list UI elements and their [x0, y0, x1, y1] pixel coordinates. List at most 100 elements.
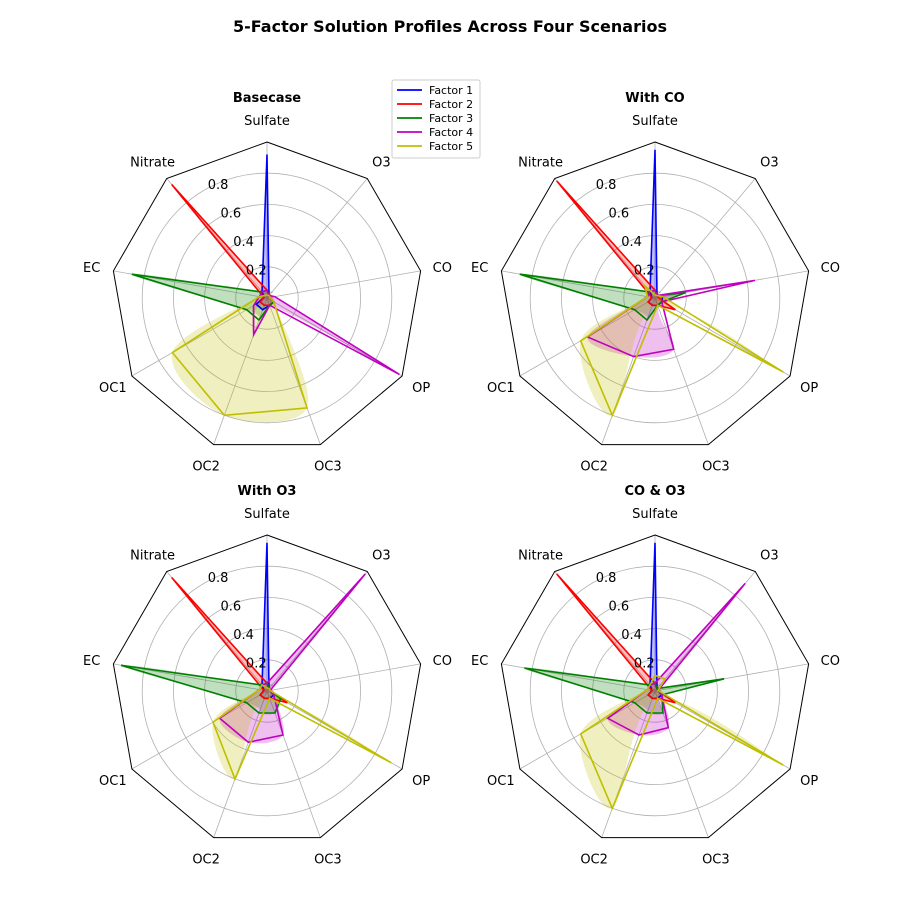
legend-label-factor-2: Factor 2 [429, 98, 473, 111]
category-label-nitrate: Nitrate [518, 549, 563, 564]
category-label-oc1: OC1 [487, 774, 515, 789]
category-label-co: CO [821, 261, 840, 276]
radial-tick-label: 0.4 [621, 235, 642, 250]
legend-label-factor-5: Factor 5 [429, 140, 473, 153]
radar-frame [112, 141, 422, 446]
radial-tick-label: 0.8 [208, 178, 229, 193]
category-label-ec: EC [471, 261, 488, 276]
radial-tick-label: 0.2 [634, 264, 655, 279]
series-line-factor-5 [579, 283, 784, 418]
category-label-nitrate: Nitrate [518, 156, 563, 171]
radial-tick-label: 0.8 [596, 571, 617, 586]
radial-tick-label: 0.2 [246, 657, 267, 672]
series-area-factor-4 [219, 573, 366, 744]
grid-spoke [131, 690, 268, 770]
grid-spoke [601, 690, 656, 838]
panel-title: With CO [625, 91, 684, 106]
radial-tick-label: 0.2 [246, 264, 267, 279]
series-line-factor-5 [171, 294, 309, 417]
series-area-factor-5 [171, 292, 309, 423]
category-label-oc2: OC2 [192, 852, 220, 867]
category-label-oc2: OC2 [192, 459, 220, 474]
radar-frame [500, 141, 810, 446]
category-label-o3: O3 [372, 549, 391, 564]
series-area-factor-3 [524, 667, 725, 715]
legend-box [391, 79, 481, 159]
series-line-factor-5 [579, 674, 784, 811]
radial-tick-label: 0.4 [621, 628, 642, 643]
radar-panels: 0.2 0.4 0.6 0.8 Sulfate O3 CO OP OC3 OC2 OC1 EC Nitr… [83, 91, 840, 867]
category-label-co: CO [821, 654, 840, 669]
category-label-sulfate: Sulfate [244, 114, 290, 129]
radar-panel-co-o3: 0.2 0.4 0.6 0.8 Sulfate O3 CO OP OC3 OC2 OC1 EC Nitr… [471, 484, 840, 867]
radial-tick-label: 0.4 [233, 235, 254, 250]
grid-spoke [654, 690, 709, 838]
series-line-factor-2 [556, 573, 676, 704]
grid-spoke [266, 663, 421, 692]
category-label-oc1: OC1 [99, 381, 127, 396]
category-label-oc3: OC3 [314, 852, 342, 867]
series-line-factor-4 [585, 279, 756, 358]
radial-tick-label: 0.6 [608, 207, 629, 222]
panel-title: CO & O3 [624, 484, 685, 499]
series-line-factor-2 [556, 180, 676, 311]
category-label-sulfate: Sulfate [632, 114, 678, 129]
category-label-ec: EC [83, 654, 100, 669]
category-label-oc3: OC3 [702, 852, 730, 867]
radial-tick-label: 0.8 [208, 571, 229, 586]
radial-tick-label: 0.8 [596, 178, 617, 193]
category-label-op: OP [800, 381, 818, 396]
series-line-factor-3 [524, 667, 725, 714]
grid-spoke [601, 297, 656, 445]
legend-label-factor-3: Factor 3 [429, 112, 473, 125]
category-label-oc3: OC3 [702, 459, 730, 474]
grid-spoke [266, 297, 321, 445]
series-area-factor-1 [256, 154, 274, 310]
radial-tick-label: 0.6 [608, 600, 629, 615]
radar-frame [112, 534, 422, 839]
category-label-nitrate: Nitrate [130, 156, 175, 171]
series-area-factor-5 [579, 675, 784, 809]
category-label-o3: O3 [760, 549, 779, 564]
category-label-ec: EC [471, 654, 488, 669]
grid-spoke [266, 690, 321, 838]
panel-title: Basecase [233, 91, 301, 106]
grid-spoke [654, 178, 756, 299]
radar-panel-basecase: 0.2 0.4 0.6 0.8 Sulfate O3 CO OP OC3 OC2 OC1 EC Nitr… [83, 91, 452, 474]
grid-spoke [266, 178, 368, 299]
category-label-sulfate: Sulfate [632, 507, 678, 522]
category-label-oc1: OC1 [99, 774, 127, 789]
grid-spoke [213, 690, 268, 838]
series-area-factor-4 [587, 280, 755, 358]
radial-tick-label: 0.6 [220, 600, 241, 615]
category-label-op: OP [412, 774, 430, 789]
radial-tick-label: 0.6 [220, 207, 241, 222]
legend-label-factor-4: Factor 4 [429, 126, 473, 139]
category-label-ec: EC [83, 261, 100, 276]
category-label-oc2: OC2 [580, 852, 608, 867]
series-line-factor-5 [212, 683, 392, 782]
category-label-nitrate: Nitrate [130, 549, 175, 564]
category-label-oc2: OC2 [580, 459, 608, 474]
radar-panel-with-o3: 0.2 0.4 0.6 0.8 Sulfate O3 CO OP OC3 OC2 OC1 EC Nitr… [83, 484, 452, 867]
grid-spoke [213, 297, 268, 445]
grid-spoke [654, 663, 809, 692]
figure-title: 5-Factor Solution Profiles Across Four S… [233, 17, 667, 36]
radar-frame [500, 534, 810, 839]
category-label-o3: O3 [760, 156, 779, 171]
series-line-factor-4 [252, 289, 400, 376]
grid-spoke [654, 297, 709, 445]
category-label-co: CO [433, 654, 452, 669]
category-label-sulfate: Sulfate [244, 507, 290, 522]
legend-label-factor-1: Factor 1 [429, 84, 473, 97]
category-label-oc1: OC1 [487, 381, 515, 396]
grid-spoke [131, 297, 268, 377]
radial-tick-label: 0.2 [634, 657, 655, 672]
series-area-factor-4 [252, 290, 400, 375]
series-area-factor-5 [212, 684, 392, 780]
series-area-factor-3 [519, 273, 686, 321]
radar-panel-with-co: 0.2 0.4 0.6 0.8 Sulfate O3 CO OP OC3 OC2 OC1 EC Nitr… [471, 91, 840, 474]
series-area-factor-5 [579, 285, 784, 416]
radial-tick-label: 0.4 [233, 628, 254, 643]
